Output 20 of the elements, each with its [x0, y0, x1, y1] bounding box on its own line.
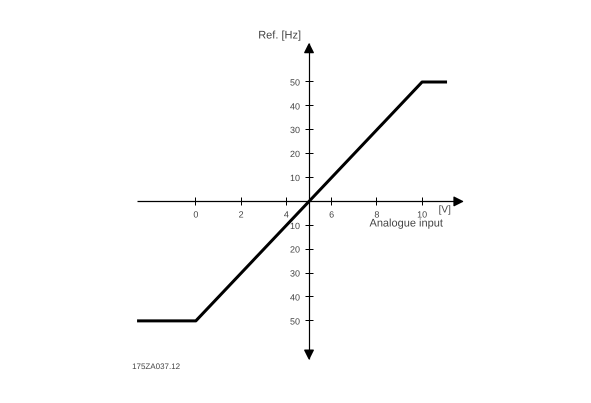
annotation: [V]: [438, 204, 452, 216]
x-tick-label: 0: [193, 209, 198, 220]
y-tick-label: 30: [290, 268, 300, 279]
y-tick-label: 40: [290, 292, 300, 302]
x-tick-label: 8: [374, 209, 380, 220]
y-tick-label: 20: [290, 244, 300, 255]
y-tick-label: 20: [290, 149, 300, 160]
text: 175ZA037.12: [132, 362, 181, 372]
x-axis-title: Analogue input: [369, 217, 443, 230]
y-axis-title: Ref. [Hz]: [258, 30, 302, 42]
y-tick-label: 50: [290, 77, 300, 88]
x-tick-label: 6: [329, 209, 334, 220]
x-tick-label: 4: [284, 209, 289, 220]
y-tick-label: 10: [290, 173, 300, 183]
y-tick-label: 50: [290, 316, 300, 326]
y-tick-label: 10: [290, 220, 300, 231]
x-tick-label: 2: [238, 209, 244, 220]
x-tick-label: 10: [417, 209, 428, 220]
y-tick-label: 30: [290, 125, 300, 136]
y-tick-label: 40: [290, 101, 300, 112]
